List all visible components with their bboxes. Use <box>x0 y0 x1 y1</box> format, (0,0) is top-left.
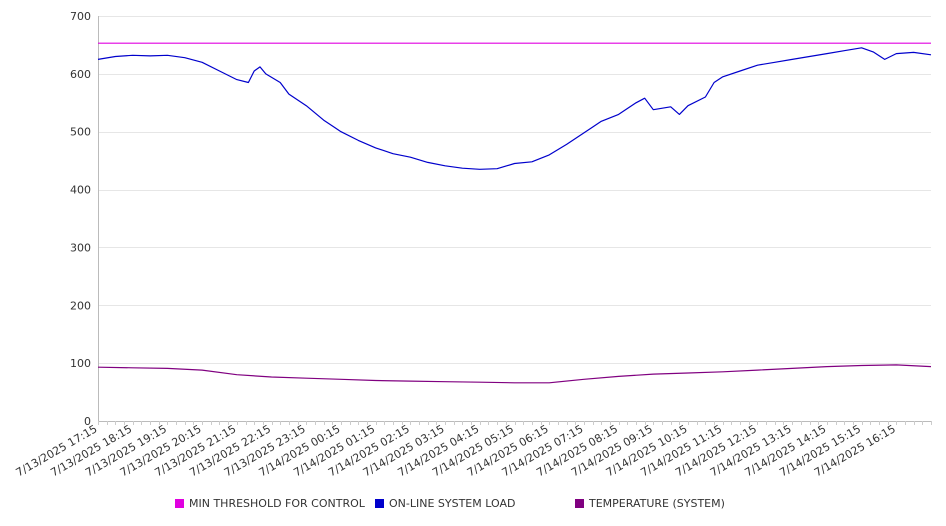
x-tick-labels: 7/13/2025 17:157/13/2025 18:157/13/2025 … <box>14 422 898 479</box>
legend-label-temperature: TEMPERATURE (SYSTEM) <box>589 497 725 510</box>
legend-swatch-system-load <box>375 499 384 508</box>
series-line-system-load <box>97 47 932 170</box>
axes <box>98 16 932 425</box>
legend: MIN THRESHOLD FOR CONTROL ON-LINE SYSTEM… <box>0 497 946 515</box>
legend-swatch-temperature <box>575 499 584 508</box>
series-lines <box>97 42 932 384</box>
y-tick-label: 200 <box>70 299 91 312</box>
legend-item-temperature: TEMPERATURE (SYSTEM) <box>575 497 725 510</box>
y-tick-labels: 0 100 200 300 400 500 600 700 <box>70 10 91 428</box>
y-tick-label: 600 <box>70 68 91 81</box>
y-tick-label: 300 <box>70 241 91 254</box>
y-tick-label: 0 <box>84 415 91 428</box>
legend-item-min-threshold: MIN THRESHOLD FOR CONTROL <box>175 497 365 510</box>
series-line-temperature <box>97 364 932 384</box>
gridlines <box>98 16 931 364</box>
y-tick-label: 400 <box>70 184 91 197</box>
legend-label-system-load: ON-LINE SYSTEM LOAD <box>389 497 516 510</box>
legend-label-min-threshold: MIN THRESHOLD FOR CONTROL <box>189 497 365 510</box>
y-tick-label: 100 <box>70 357 91 370</box>
legend-swatch-min-threshold <box>175 499 184 508</box>
legend-item-system-load: ON-LINE SYSTEM LOAD <box>375 497 515 510</box>
y-tick-label: 700 <box>70 10 91 23</box>
y-tick-label: 500 <box>70 126 91 139</box>
